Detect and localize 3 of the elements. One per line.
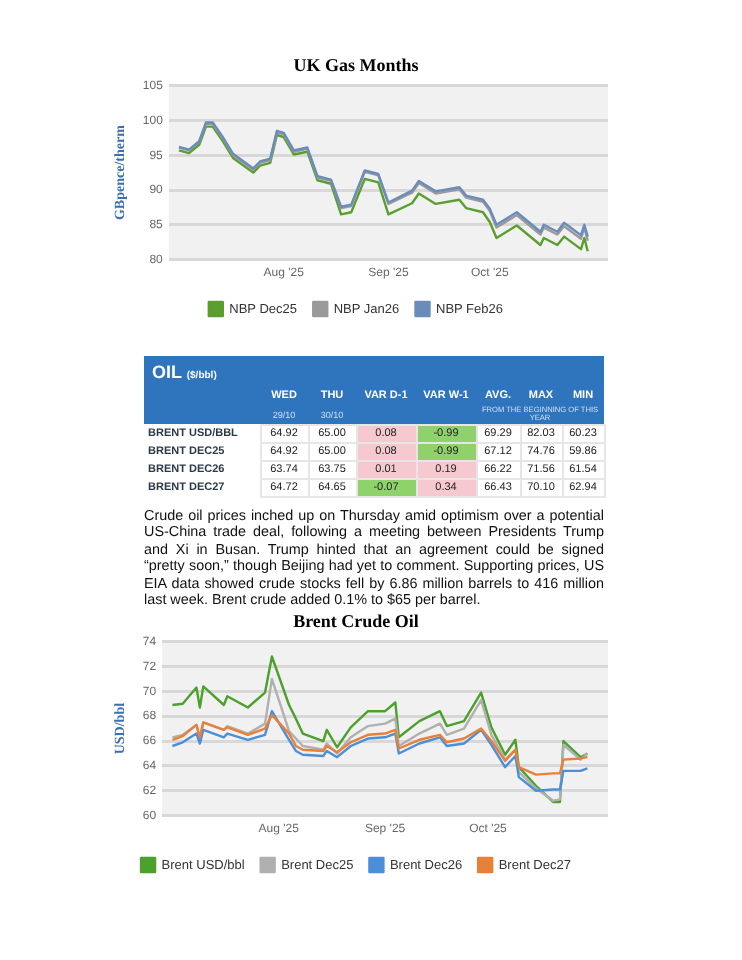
chart-title: OIL [152,362,182,382]
chart-title: UK Gas Months [293,55,420,76]
chart-title: Brent Crude Oil [293,611,420,632]
